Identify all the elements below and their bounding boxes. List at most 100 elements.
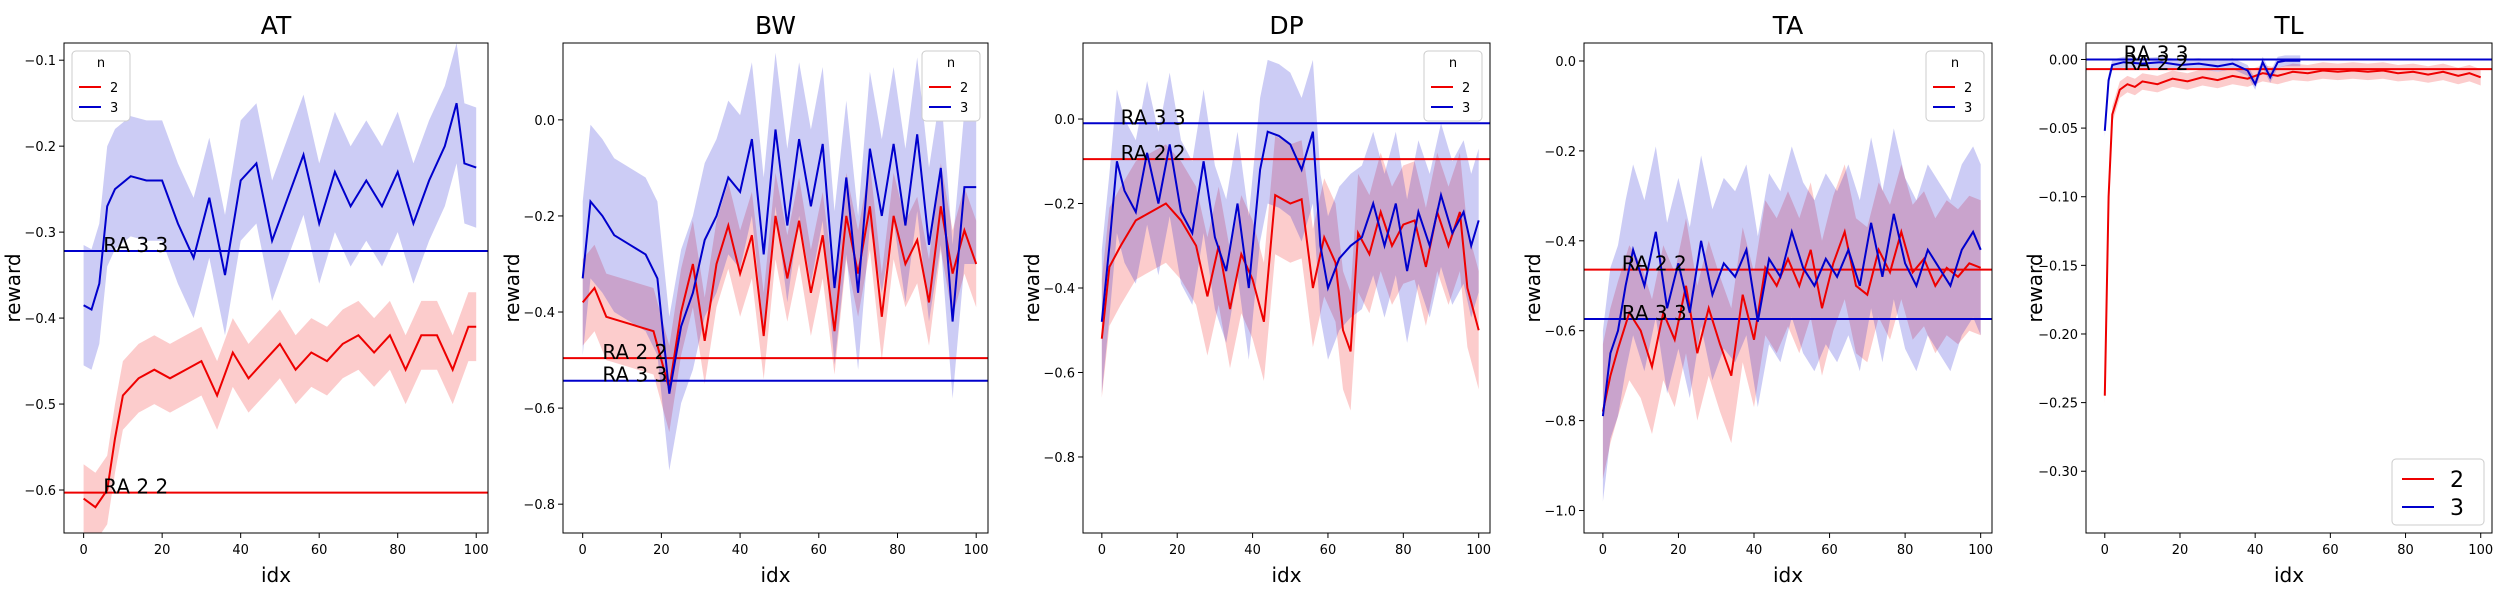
y-tick-label: −0.15 bbox=[2038, 259, 2078, 274]
y-tick-label: −0.4 bbox=[1544, 235, 1576, 250]
legend: 23 bbox=[2391, 458, 2485, 526]
y-tick-label: 0.0 bbox=[1054, 113, 1075, 128]
x-tick-label: 80 bbox=[889, 543, 906, 558]
x-tick-label: 60 bbox=[811, 543, 828, 558]
chart-title: TA bbox=[1772, 11, 1803, 40]
x-tick-label: 20 bbox=[2172, 543, 2189, 558]
y-tick-label: −1.0 bbox=[1544, 505, 1576, 520]
x-tick-label: 20 bbox=[653, 543, 670, 558]
x-tick-label: 80 bbox=[1395, 543, 1412, 558]
y-tick-label: −0.3 bbox=[24, 226, 56, 241]
y-axis-label: reward bbox=[1020, 253, 1044, 322]
legend-label: 3 bbox=[1462, 101, 1470, 116]
confidence-band-series-2 bbox=[83, 292, 477, 533]
x-tick-label: 0 bbox=[2101, 543, 2109, 558]
y-tick-label: −0.2 bbox=[1043, 198, 1075, 213]
legend-title: n bbox=[947, 56, 955, 71]
legend: n2 3 bbox=[1925, 50, 1985, 122]
y-tick-label: −0.05 bbox=[2038, 122, 2078, 137]
y-tick-label: −0.8 bbox=[1544, 415, 1576, 430]
y-tick-label: −0.2 bbox=[523, 210, 555, 225]
plot-area bbox=[64, 43, 488, 533]
reference-label: RA 3 3 bbox=[2124, 41, 2189, 65]
confidence-band-series-3 bbox=[1101, 59, 1479, 394]
x-axis-label: idx bbox=[1271, 563, 1301, 587]
x-tick-label: 0 bbox=[1098, 543, 1106, 558]
y-tick-label: −0.8 bbox=[523, 498, 555, 513]
legend-label: 2 bbox=[2450, 468, 2464, 493]
confidence-band-series-3 bbox=[582, 52, 977, 471]
y-tick-label: −0.1 bbox=[24, 54, 56, 69]
x-tick-label: 100 bbox=[1466, 543, 1491, 558]
reference-label: RA 2 2 bbox=[2124, 51, 2189, 75]
x-axis-label: idx bbox=[760, 563, 790, 587]
y-axis-label: reward bbox=[2023, 253, 2047, 322]
x-tick-label: 40 bbox=[1746, 543, 1763, 558]
y-tick-label: −0.6 bbox=[523, 402, 555, 417]
confidence-band-series-2 bbox=[2104, 62, 2481, 404]
reference-label: RA 3 3 bbox=[1622, 301, 1687, 325]
plot-frame bbox=[63, 42, 489, 534]
y-tick-label: −0.2 bbox=[24, 140, 56, 155]
chart-title: DP bbox=[1269, 11, 1303, 40]
legend-label: 2 bbox=[960, 81, 968, 96]
series-line-3 bbox=[1601, 213, 1982, 417]
x-tick-label: 20 bbox=[1169, 543, 1186, 558]
plot-area bbox=[1083, 59, 1490, 411]
legend: n2 3 bbox=[1423, 50, 1483, 122]
legend-label: 3 bbox=[960, 101, 968, 116]
series-line-2 bbox=[2103, 69, 2482, 396]
y-tick-label: −0.4 bbox=[523, 306, 555, 321]
confidence-band-series-2 bbox=[582, 163, 977, 433]
chart-panel-ta: RA 2 2 RA 3 3 0 20 40 60 80 100 −1.0 −0.8 −0.6 −0.4… bbox=[1521, 11, 1993, 587]
reference-label: RA 2 2 bbox=[103, 475, 168, 499]
x-tick-label: 40 bbox=[732, 543, 749, 558]
reference-label: RA 2 2 bbox=[1622, 252, 1687, 276]
chart-panel-bw: RA 2 2RA 3 3 0 20 40 60 80 100 −0.8 −0.6 −0.4 −0.2… bbox=[500, 11, 989, 587]
plot-area bbox=[2086, 55, 2492, 404]
x-tick-label: 60 bbox=[1320, 543, 1337, 558]
x-axis-label: idx bbox=[1773, 563, 1803, 587]
reference-label: RA 3 3 bbox=[103, 233, 168, 257]
x-tick-label: 100 bbox=[464, 543, 489, 558]
x-tick-label: 80 bbox=[389, 543, 406, 558]
series-line-2 bbox=[1601, 228, 1982, 412]
legend-label: 3 bbox=[1964, 101, 1972, 116]
y-tick-label: −0.6 bbox=[1544, 325, 1576, 340]
chart-title: BW bbox=[755, 11, 796, 40]
x-tick-label: 20 bbox=[1670, 543, 1687, 558]
reference-label: RA 3 3 bbox=[602, 363, 667, 387]
reference-label: RA 3 3 bbox=[1121, 105, 1186, 129]
confidence-band-series-3 bbox=[83, 43, 477, 370]
x-tick-label: 80 bbox=[1897, 543, 1914, 558]
plot-area bbox=[563, 52, 988, 471]
x-tick-label: 0 bbox=[79, 543, 87, 558]
series-line-2 bbox=[581, 206, 978, 390]
x-tick-label: 20 bbox=[154, 543, 171, 558]
reference-label: RA 2 2 bbox=[1121, 141, 1186, 165]
chart-panel-dp: RA 3 3 RA 2 2 0 20 40 60 80 100 −0.8 −0.6 −0.4 −0.2… bbox=[1020, 11, 1491, 587]
x-tick-label: 100 bbox=[964, 543, 989, 558]
confidence-band-series-3 bbox=[1602, 128, 1981, 502]
legend: n2 3 bbox=[71, 50, 131, 122]
x-tick-label: 40 bbox=[2247, 543, 2264, 558]
series-line-3 bbox=[581, 129, 977, 394]
legend-label: 2 bbox=[1462, 81, 1470, 96]
series-line-3 bbox=[1100, 130, 1480, 322]
reference-label: RA 2 2 bbox=[602, 340, 667, 364]
plot-frame bbox=[2085, 42, 2493, 534]
series-line-3 bbox=[2103, 59, 2301, 131]
legend-label: 3 bbox=[2450, 496, 2464, 521]
y-tick-label: −0.6 bbox=[1043, 366, 1075, 381]
y-tick-label: 0.00 bbox=[2049, 53, 2078, 68]
y-tick-label: −0.4 bbox=[1043, 282, 1075, 297]
y-tick-label: −0.5 bbox=[24, 398, 56, 413]
legend-label: 3 bbox=[110, 101, 118, 116]
plot-frame bbox=[562, 42, 989, 534]
y-tick-label: 0.0 bbox=[534, 114, 555, 129]
x-tick-label: 40 bbox=[232, 543, 249, 558]
y-tick-label: −0.30 bbox=[2038, 465, 2078, 480]
x-axis-label: idx bbox=[2274, 563, 2304, 587]
x-tick-label: 60 bbox=[1821, 543, 1838, 558]
y-tick-label: −0.2 bbox=[1544, 145, 1576, 160]
